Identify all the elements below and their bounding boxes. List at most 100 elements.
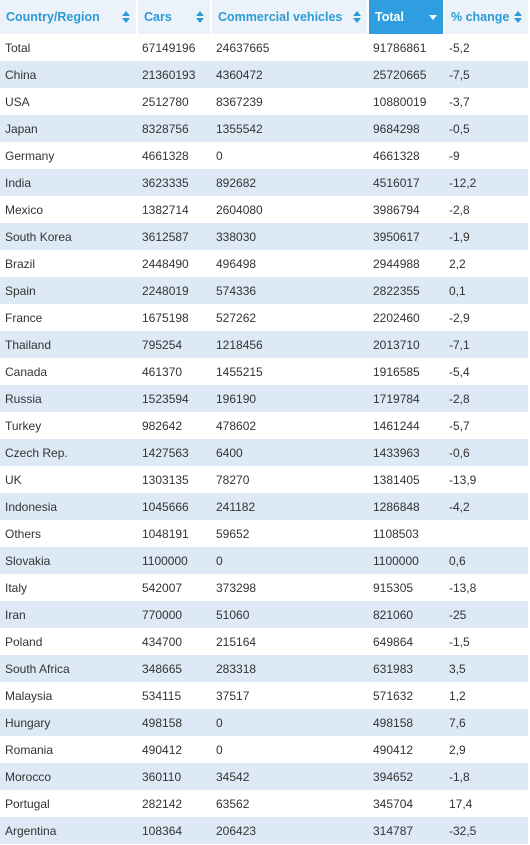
sort-both-icon	[196, 11, 204, 23]
column-header-percent-change[interactable]: % change	[444, 0, 528, 34]
commercial-vehicles-cell: 4360472	[211, 61, 368, 88]
percent-change-cell: 2,9	[444, 736, 528, 763]
percent-change-cell: 7,6	[444, 709, 528, 736]
total-cell: 3950617	[368, 223, 444, 250]
percent-change-cell: -9	[444, 142, 528, 169]
total-cell: 490412	[368, 736, 444, 763]
commercial-vehicles-cell: 574336	[211, 277, 368, 304]
cars-cell: 770000	[137, 601, 211, 628]
cars-cell: 8328756	[137, 115, 211, 142]
commercial-vehicles-cell: 527262	[211, 304, 368, 331]
cars-cell: 3612587	[137, 223, 211, 250]
column-header-cars[interactable]: Cars	[137, 0, 212, 34]
table-row: India 3623335 892682 4516017 -12,2	[0, 169, 528, 196]
table-row: Iran 770000 51060 821060 -25	[0, 601, 528, 628]
country-cell: Russia	[0, 385, 137, 412]
table-header: Country/Region Cars Commercial vehicles …	[0, 0, 528, 34]
column-header-country[interactable]: Country/Region	[0, 0, 138, 34]
table-row: Portugal 282142 63562 345704 17,4	[0, 790, 528, 817]
cars-cell: 1048191	[137, 520, 211, 547]
percent-change-cell: -1,9	[444, 223, 528, 250]
total-cell: 2944988	[368, 250, 444, 277]
country-cell: Slovakia	[0, 547, 137, 574]
commercial-vehicles-cell: 206423	[211, 817, 368, 844]
total-cell: 1461244	[368, 412, 444, 439]
table-row: China 21360193 4360472 25720665 -7,5	[0, 61, 528, 88]
cars-cell: 3623335	[137, 169, 211, 196]
percent-change-cell	[444, 520, 528, 547]
column-header-label: Commercial vehicles	[218, 10, 343, 24]
commercial-vehicles-cell: 24637665	[211, 34, 368, 61]
commercial-vehicles-cell: 34542	[211, 763, 368, 790]
column-header-total[interactable]: Total	[368, 0, 445, 34]
cars-cell: 461370	[137, 358, 211, 385]
table-row: South Korea 3612587 338030 3950617 -1,9	[0, 223, 528, 250]
percent-change-cell: 0,6	[444, 547, 528, 574]
country-cell: UK	[0, 466, 137, 493]
commercial-vehicles-cell: 59652	[211, 520, 368, 547]
cars-cell: 795254	[137, 331, 211, 358]
cars-cell: 4661328	[137, 142, 211, 169]
table-row: Brazil 2448490 496498 2944988 2,2	[0, 250, 528, 277]
percent-change-cell: -2,8	[444, 196, 528, 223]
cars-cell: 2512780	[137, 88, 211, 115]
table-row: Germany 4661328 0 4661328 -9	[0, 142, 528, 169]
total-cell: 821060	[368, 601, 444, 628]
total-cell: 649864	[368, 628, 444, 655]
commercial-vehicles-cell: 496498	[211, 250, 368, 277]
cars-cell: 1523594	[137, 385, 211, 412]
table-row: Indonesia 1045666 241182 1286848 -4,2	[0, 493, 528, 520]
commercial-vehicles-cell: 283318	[211, 655, 368, 682]
cars-cell: 534115	[137, 682, 211, 709]
table-row: Russia 1523594 196190 1719784 -2,8	[0, 385, 528, 412]
table-row: Romania 490412 0 490412 2,9	[0, 736, 528, 763]
sort-descending-icon	[429, 11, 437, 23]
total-cell: 1108503	[368, 520, 444, 547]
country-cell: Indonesia	[0, 493, 137, 520]
percent-change-cell: -4,2	[444, 493, 528, 520]
total-cell: 4661328	[368, 142, 444, 169]
column-header-label: Cars	[144, 10, 172, 24]
total-cell: 631983	[368, 655, 444, 682]
commercial-vehicles-cell: 63562	[211, 790, 368, 817]
country-cell: Germany	[0, 142, 137, 169]
commercial-vehicles-cell: 1455215	[211, 358, 368, 385]
column-header-label: % change	[451, 10, 510, 24]
table-row: Spain 2248019 574336 2822355 0,1	[0, 277, 528, 304]
country-cell: USA	[0, 88, 137, 115]
commercial-vehicles-cell: 241182	[211, 493, 368, 520]
total-cell: 571632	[368, 682, 444, 709]
country-cell: Romania	[0, 736, 137, 763]
country-cell: France	[0, 304, 137, 331]
country-cell: Portugal	[0, 790, 137, 817]
cars-cell: 2248019	[137, 277, 211, 304]
table-row: Japan 8328756 1355542 9684298 -0,5	[0, 115, 528, 142]
percent-change-cell: -32,5	[444, 817, 528, 844]
percent-change-cell: -5,4	[444, 358, 528, 385]
country-cell: Total	[0, 34, 137, 61]
total-cell: 1916585	[368, 358, 444, 385]
total-cell: 25720665	[368, 61, 444, 88]
percent-change-cell: -0,5	[444, 115, 528, 142]
country-cell: India	[0, 169, 137, 196]
table-row: Slovakia 1100000 0 1100000 0,6	[0, 547, 528, 574]
country-cell: South Korea	[0, 223, 137, 250]
total-cell: 10880019	[368, 88, 444, 115]
table-body: Total 67149196 24637665 91786861 -5,2 China 21…	[0, 34, 528, 844]
cars-cell: 542007	[137, 574, 211, 601]
total-cell: 91786861	[368, 34, 444, 61]
country-cell: Brazil	[0, 250, 137, 277]
sort-both-icon	[353, 11, 361, 23]
commercial-vehicles-cell: 37517	[211, 682, 368, 709]
column-header-commercial-vehicles[interactable]: Commercial vehicles	[211, 0, 369, 34]
commercial-vehicles-cell: 0	[211, 142, 368, 169]
commercial-vehicles-cell: 1355542	[211, 115, 368, 142]
total-cell: 345704	[368, 790, 444, 817]
cars-cell: 282142	[137, 790, 211, 817]
commercial-vehicles-cell: 2604080	[211, 196, 368, 223]
commercial-vehicles-cell: 196190	[211, 385, 368, 412]
country-cell: Hungary	[0, 709, 137, 736]
header-row: Country/Region Cars Commercial vehicles …	[0, 0, 528, 34]
table-row: Czech Rep. 1427563 6400 1433963 -0,6	[0, 439, 528, 466]
